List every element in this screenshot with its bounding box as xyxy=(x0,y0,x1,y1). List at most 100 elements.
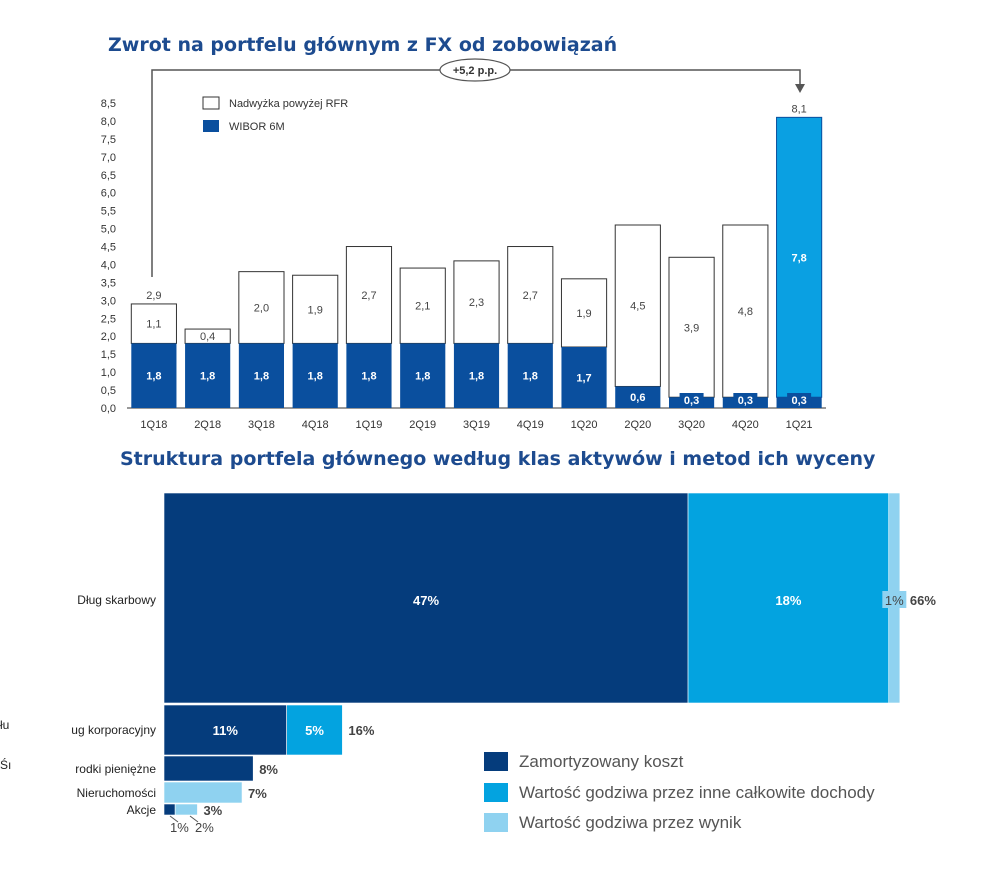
label-excess-3Q18: 2,0 xyxy=(254,303,269,315)
chart2-categories: Dług skarbowy ug korporacyjny rodki pienię… xyxy=(0,593,214,835)
x-tick-label: 4Q19 xyxy=(517,419,544,431)
bar-excess-4Q18 xyxy=(292,274,339,344)
label-total-Nieruchomości: 7% xyxy=(248,786,267,801)
y-tick-label: 5,5 xyxy=(101,206,116,218)
legend-swatch-excess xyxy=(202,96,220,110)
label-bg-wibor-1Q21 xyxy=(787,393,812,407)
annotation-arrow-icon xyxy=(795,84,805,93)
label-excess-1Q18: 1,1 xyxy=(146,319,161,331)
y-tick-label: 3,5 xyxy=(101,277,116,289)
x-tick-label: 3Q19 xyxy=(463,419,490,431)
y-tick-label: 3,0 xyxy=(101,295,116,307)
y-tick-label: 2,0 xyxy=(101,331,116,343)
chart2-legend: Zamortyzowany koszt Wartość godziwa przez… xyxy=(484,752,875,832)
segment-Akcje-2 xyxy=(174,803,198,816)
bar-excess-3Q19 xyxy=(453,260,500,344)
category-label: Dług skarbowy xyxy=(77,593,156,607)
bar-excess-1Q21 xyxy=(776,116,823,398)
x-tick-label: 2Q20 xyxy=(624,419,651,431)
bar-excess-4Q20 xyxy=(722,224,769,398)
label-excess-4Q18: 1,9 xyxy=(308,304,323,316)
segment-Akcje-0 xyxy=(163,803,176,816)
label-total-1Q21: 8,1 xyxy=(791,103,806,115)
label-akcje-fv: 2% xyxy=(195,820,214,835)
segment-Dług korporacyjny-0 xyxy=(163,704,287,756)
segment-Dług skarbowy-1 xyxy=(687,492,890,704)
y-tick-label: 7,0 xyxy=(101,152,116,164)
chart1-bars: 1,8 1,1 2,9 1,8 0,4 1,8 2,0 1,8 1,9 1,8 2,7 1,8 2,1 1… xyxy=(130,103,823,408)
category-fragment: Śı xyxy=(0,757,11,772)
bar-excess-1Q20 xyxy=(560,278,608,348)
bar-excess-3Q20 xyxy=(668,256,715,398)
bar-wibor-1Q19 xyxy=(346,343,392,408)
segment-Środki pieniężne-0 xyxy=(163,755,254,782)
y-tick-label: 1,0 xyxy=(101,367,116,379)
bar-excess-1Q18 xyxy=(130,303,177,344)
bar-excess-2Q20 xyxy=(614,224,661,387)
label-wibor-2Q18: 1,8 xyxy=(200,371,215,383)
label-Dług skarbowy-1: 18% xyxy=(775,593,801,608)
label-wibor-4Q20: 0,3 xyxy=(738,395,753,407)
x-tick-label: 3Q18 xyxy=(248,419,275,431)
bar-wibor-4Q19 xyxy=(507,343,553,408)
label-wibor-4Q18: 1,8 xyxy=(308,371,323,383)
x-tick-label: 1Q20 xyxy=(571,419,598,431)
y-tick-label: 8,0 xyxy=(101,116,116,128)
label-Dług skarbowy-2: 1% xyxy=(885,593,904,608)
x-tick-label: 3Q20 xyxy=(678,419,705,431)
y-tick-label: 0,0 xyxy=(101,403,116,415)
bar-wibor-1Q20 xyxy=(561,347,607,408)
bar-excess-4Q19 xyxy=(507,246,554,344)
bar-excess-3Q18 xyxy=(238,271,285,344)
label-excess-1Q20: 1,9 xyxy=(576,308,591,320)
label-wibor-2Q20: 0,6 xyxy=(630,392,645,404)
label-bg-wibor-3Q20 xyxy=(679,393,704,407)
label-bg-wibor-4Q20 xyxy=(733,393,758,407)
x-tick-label: 2Q19 xyxy=(409,419,436,431)
label-excess-2Q18: 0,4 xyxy=(200,331,215,343)
chart2-bars: 47% 18% 1% 66% 11% 5% 16% 8% 7% 3% xyxy=(163,492,936,818)
x-tick-label: 4Q20 xyxy=(732,419,759,431)
label-excess-1Q21: 7,8 xyxy=(791,252,806,264)
label-excess-4Q19: 2,7 xyxy=(523,290,538,302)
legend-label-0: Zamortyzowany koszt xyxy=(519,752,684,771)
label-total-Dług korporacyjny: 16% xyxy=(348,723,374,738)
bar-wibor-2Q19 xyxy=(400,343,446,408)
bar-excess-2Q19 xyxy=(399,267,446,344)
label-wibor-1Q21: 0,3 xyxy=(791,395,806,407)
label-total-Środki pieniężne: 8% xyxy=(259,762,278,777)
legend-swatch-wibor xyxy=(203,120,219,132)
label-wibor-2Q19: 1,8 xyxy=(415,371,430,383)
label-excess-4Q20: 4,8 xyxy=(738,306,753,318)
bar-wibor-2Q20 xyxy=(615,386,661,408)
label-bg-Dług skarbowy-2 xyxy=(882,591,907,608)
category-label: Akcje xyxy=(127,803,157,817)
label-wibor-1Q18: 1,8 xyxy=(146,371,161,383)
label-Dług korporacyjny-1: 5% xyxy=(305,723,324,738)
y-tick-label: 4,5 xyxy=(101,242,116,254)
label-akcje-amortized: 1% xyxy=(170,820,189,835)
y-tick-label: 5,0 xyxy=(101,224,116,236)
y-tick-label: 6,0 xyxy=(101,188,116,200)
category-fragment: łu xyxy=(0,718,9,732)
bar-wibor-1Q18 xyxy=(131,343,177,408)
label-excess-3Q19: 2,3 xyxy=(469,297,484,309)
legend-swatch-0 xyxy=(484,752,508,771)
y-tick-label: 1,5 xyxy=(101,349,116,361)
leader-line xyxy=(189,815,199,823)
chart1-annotation: +5,2 p.p. xyxy=(151,58,805,277)
bar-wibor-3Q18 xyxy=(238,343,285,408)
segment-Dług skarbowy-0 xyxy=(163,492,689,704)
label-excess-2Q19: 2,1 xyxy=(415,301,430,313)
label-wibor-1Q19: 1,8 xyxy=(361,371,376,383)
label-total-1Q18: 2,9 xyxy=(146,290,161,302)
legend-label-excess: Nadwyżka powyżej RFR xyxy=(229,98,348,110)
chart1-title: Zwrot na portfelu głównym z FX od zobowi… xyxy=(108,34,617,56)
label-wibor-3Q18: 1,8 xyxy=(254,371,269,383)
label-total-Akcje: 3% xyxy=(203,803,222,818)
annotation-bubble xyxy=(439,58,511,82)
chart2-title: Struktura portfela głównego według klas … xyxy=(120,448,876,470)
y-tick-label: 6,5 xyxy=(101,170,116,182)
y-tick-label: 0,5 xyxy=(101,385,116,397)
